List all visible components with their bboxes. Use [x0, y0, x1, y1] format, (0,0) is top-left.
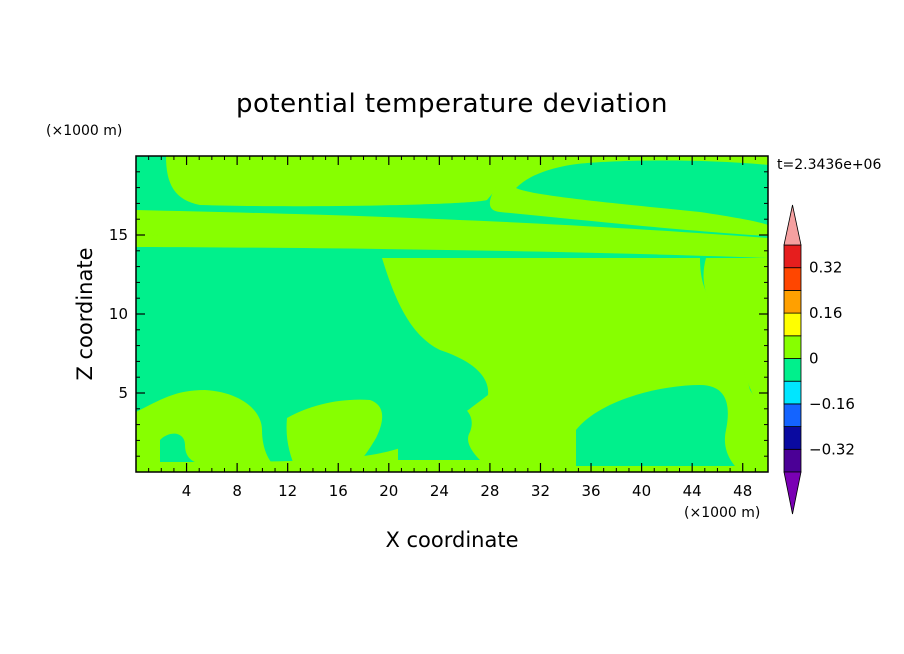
- region-top-left: [166, 156, 515, 207]
- colorbar-under-triangle: [783, 471, 802, 515]
- region-lower-right-bubble: [576, 385, 735, 466]
- x-tick-label: 20: [379, 482, 398, 500]
- x-tick-label: 4: [182, 482, 192, 500]
- colorbar-segment: [783, 448, 802, 473]
- y-tick-label: 15: [109, 226, 128, 244]
- x-tick-label: 8: [232, 482, 242, 500]
- colorbar-segment: [783, 335, 802, 359]
- colorbar-segment: [783, 267, 802, 291]
- region-band-15: [136, 210, 768, 258]
- x-tick-label: 12: [278, 482, 297, 500]
- y-axis-label: Z coordinate: [73, 247, 97, 380]
- y-tick-label: 5: [118, 384, 128, 402]
- region-right-edge: [703, 258, 768, 420]
- colorbar-segment: [783, 380, 802, 405]
- contour-field: [136, 156, 768, 472]
- y-unit-label: (×1000 m): [46, 123, 122, 139]
- background-regions: [160, 385, 735, 466]
- colorbar: 0.32 0.16 0 −0.16 −0.32: [783, 204, 855, 515]
- colorbar-segment: [783, 312, 802, 337]
- y-axis-ticks: 5 10 15: [109, 171, 768, 457]
- x-tick-label: 44: [683, 482, 702, 500]
- x-tick-label: 16: [329, 482, 348, 500]
- x-tick-label: 32: [531, 482, 550, 500]
- colorbar-over-triangle: [783, 204, 802, 246]
- colorbar-label: −0.32: [809, 440, 855, 458]
- x-tick-label: 24: [430, 482, 449, 500]
- colorbar-label: 0.16: [809, 304, 842, 322]
- region-lower-mid-bubble: [398, 401, 480, 460]
- colorbar-label: −0.16: [809, 395, 855, 413]
- x-tick-label: 40: [632, 482, 651, 500]
- region-top-right: [489, 156, 768, 236]
- colorbar-label: 0.32: [809, 259, 842, 277]
- x-tick-label: 36: [581, 482, 600, 500]
- x-unit-label: (×1000 m): [684, 505, 760, 521]
- region-lower-left-bubble: [160, 433, 195, 462]
- colorbar-segment: [783, 403, 802, 427]
- region-band-tail: [136, 231, 160, 238]
- y-tick-label: 10: [109, 305, 128, 323]
- colorbar-segment: [783, 289, 802, 314]
- x-tick-label: 28: [480, 482, 499, 500]
- time-label: t=2.3436e+06: [777, 157, 881, 173]
- x-axis-ticks: 4 8 12 16 20 24 28 32 36 40 44 48: [148, 156, 756, 500]
- positive-regions: [136, 156, 768, 472]
- colorbar-label: 0: [809, 350, 819, 368]
- chart-title: potential temperature deviation: [236, 89, 668, 119]
- x-axis-label: X coordinate: [385, 528, 518, 552]
- region-bottom-mid: [286, 399, 383, 470]
- colorbar-segment: [783, 358, 802, 382]
- colorbar-segment: [783, 244, 802, 269]
- x-tick-label: 48: [733, 482, 752, 500]
- colorbar-segment: [783, 426, 802, 450]
